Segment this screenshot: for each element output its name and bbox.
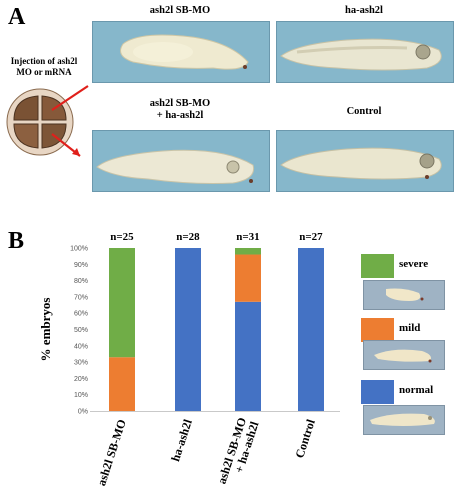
y-tick-label: 60% [74, 311, 88, 318]
photo-caption-ha-ash2l: ha-ash2l [345, 5, 383, 16]
panel-a-letter: A [8, 4, 26, 30]
photo-caption-control: Control [346, 106, 382, 117]
stacked-bar-chart: 0% 10% 20% 30% 40% 50% 60% 70% 80% 90% 100% % embry… [38, 231, 340, 488]
x-category-label: ash2l SB-MO+ ha-ash2l [215, 416, 262, 486]
legend-label-severe: severe [399, 258, 429, 270]
legend-swatch-severe [361, 254, 394, 278]
y-tick-label: 70% [74, 294, 88, 301]
panel-b-letter: B [8, 228, 25, 254]
photo-caption-rescue-line2: + ha-ash2l [156, 110, 204, 121]
embryo-photo-rescue [92, 130, 270, 192]
four-cell-embryo-illustration [6, 85, 89, 157]
injection-label-line2: MO or mRNA [16, 67, 72, 77]
sample-size-label: n=27 [299, 231, 323, 243]
y-tick-label: 100% [70, 246, 88, 253]
y-tick-label: 40% [74, 343, 88, 350]
embryo-photo-control [276, 130, 454, 192]
photo-caption-ash2l-sb-mo: ash2l SB-MO [149, 5, 211, 16]
sample-size-label: n=25 [110, 231, 134, 243]
sample-size-label: n=31 [236, 231, 259, 243]
bar-segment-mild [235, 254, 261, 302]
legend-label-mild: mild [399, 322, 421, 334]
embryo-photo-ha-ash2l [276, 21, 454, 83]
x-category-label: ash2l SB-MO [94, 418, 129, 488]
photo-caption-rescue: ash2l SB-MO + ha-ash2l [90, 98, 270, 122]
x-category-label: ha-ash2l [168, 417, 195, 463]
legend-thumb-mild [363, 340, 445, 370]
bar-segment-normal [298, 248, 324, 411]
y-tick-label: 20% [74, 376, 88, 383]
legend-thumb-normal [363, 405, 445, 435]
photo-caption-rescue-line1: ash2l SB-MO [149, 98, 211, 109]
bar-segment-normal [235, 301, 261, 411]
x-category-label-line: ash2l SB-MO [94, 418, 129, 488]
y-tick-label: 80% [74, 278, 88, 285]
legend-thumb-severe [363, 280, 445, 310]
bar-segment-severe [109, 248, 135, 358]
injection-label: Injection of ash2l MO or mRNA [0, 56, 88, 78]
bar-segment-mild [109, 357, 135, 411]
bar-segment-severe [235, 248, 261, 255]
embryo-photo-ash2l-sb-mo [92, 21, 270, 83]
bar-segment-normal [175, 248, 201, 411]
y-tick-label: 90% [74, 262, 88, 269]
y-tick-label: 30% [74, 360, 88, 367]
x-category-label: Control [292, 417, 318, 460]
x-category-label-line: Control [292, 417, 318, 460]
sample-size-label: n=28 [176, 231, 200, 243]
legend-swatch-normal [361, 380, 394, 404]
y-axis-label: % embryos [38, 298, 53, 362]
legend-label-normal: normal [399, 384, 434, 396]
y-tick-label: 0% [78, 409, 88, 416]
legend-swatch-mild [361, 318, 394, 342]
x-category-label-line: ha-ash2l [168, 417, 195, 463]
y-tick-label: 50% [74, 327, 88, 334]
y-tick-label: 10% [74, 392, 88, 399]
injection-label-line1: Injection of ash2l [10, 56, 78, 66]
